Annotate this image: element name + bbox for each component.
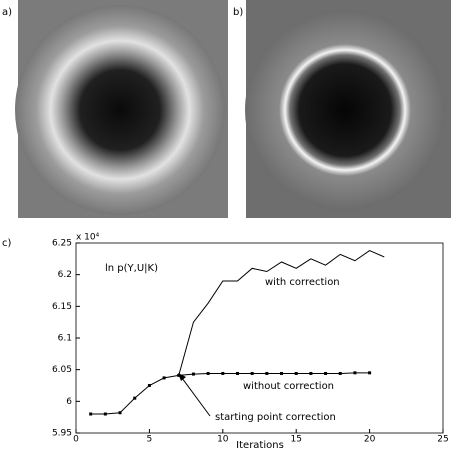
series-line — [90, 372, 370, 415]
marker — [118, 411, 122, 415]
x-tick-label: 10 — [217, 435, 229, 445]
ring-a — [15, 5, 225, 215]
panel-label: c) — [2, 238, 11, 249]
marker — [103, 412, 107, 416]
series-label: without correction — [243, 381, 334, 392]
marker — [265, 371, 269, 375]
y-tick-label: 6 — [66, 397, 72, 407]
marker — [280, 371, 284, 375]
marker — [338, 371, 342, 375]
panel-label: a) — [2, 7, 12, 18]
arrow-label: starting point correction — [215, 412, 336, 423]
x-tick-label: 20 — [364, 435, 376, 445]
x-tick-label: 25 — [437, 435, 448, 445]
marker — [309, 371, 313, 375]
y-tick-label: 6.15 — [52, 302, 72, 312]
marker — [133, 396, 137, 400]
ring-b — [245, 10, 445, 210]
y-tick-label: 6.25 — [52, 239, 72, 249]
marker — [235, 371, 239, 375]
series-label: with correction — [265, 277, 340, 288]
series-line — [178, 250, 385, 376]
axis-multiplier: x 10⁴ — [76, 233, 100, 243]
x-tick-label: 5 — [147, 435, 153, 445]
y-tick-label: 6.1 — [58, 334, 72, 344]
marker — [147, 384, 151, 387]
panel-label: b) — [233, 7, 243, 18]
arrow — [181, 377, 211, 417]
annotation: ln p(Y,U|K) — [105, 263, 158, 274]
marker — [162, 376, 166, 380]
marker — [324, 371, 328, 375]
marker — [294, 371, 298, 375]
marker — [221, 371, 225, 375]
y-tick-label: 5.95 — [52, 429, 72, 439]
marker — [250, 371, 254, 375]
marker — [206, 371, 210, 375]
marker — [368, 371, 372, 375]
y-tick-label: 6.05 — [52, 365, 72, 375]
marker — [89, 412, 93, 416]
y-tick-label: 6.2 — [58, 270, 72, 280]
x-tick-label: 0 — [73, 435, 79, 445]
marker — [191, 372, 195, 376]
x-axis-label: Iterations — [236, 440, 284, 451]
x-tick-label: 15 — [290, 435, 301, 445]
marker — [353, 371, 357, 375]
